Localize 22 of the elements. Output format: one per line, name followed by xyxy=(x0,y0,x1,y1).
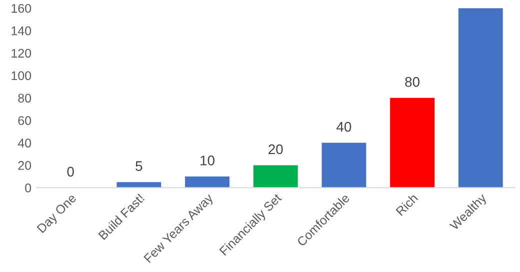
bar xyxy=(322,142,366,188)
bar xyxy=(185,176,230,188)
bar xyxy=(458,8,503,188)
bar xyxy=(390,98,434,188)
y-tick-label: 60 xyxy=(18,116,32,126)
y-tick-label: 100 xyxy=(12,71,32,80)
x-tick-label: Day One xyxy=(36,193,78,235)
data-label: 20 xyxy=(268,144,283,154)
y-tick-label: 40 xyxy=(18,138,32,148)
y-tick-label: 160 xyxy=(12,4,32,13)
y-tick-label: 20 xyxy=(18,161,32,170)
x-tick-label: Rich xyxy=(395,193,418,216)
y-tick-label: 140 xyxy=(12,26,32,36)
y-tick-label: 80 xyxy=(18,94,32,103)
y-tick-label: 0 xyxy=(25,183,32,192)
data-label: 0 xyxy=(67,166,74,177)
data-label: 10 xyxy=(200,156,214,166)
data-label: 40 xyxy=(336,122,352,132)
y-tick-label: 120 xyxy=(12,48,32,58)
bar xyxy=(253,165,298,188)
data-label: 5 xyxy=(136,161,142,171)
data-label: 80 xyxy=(405,77,420,87)
